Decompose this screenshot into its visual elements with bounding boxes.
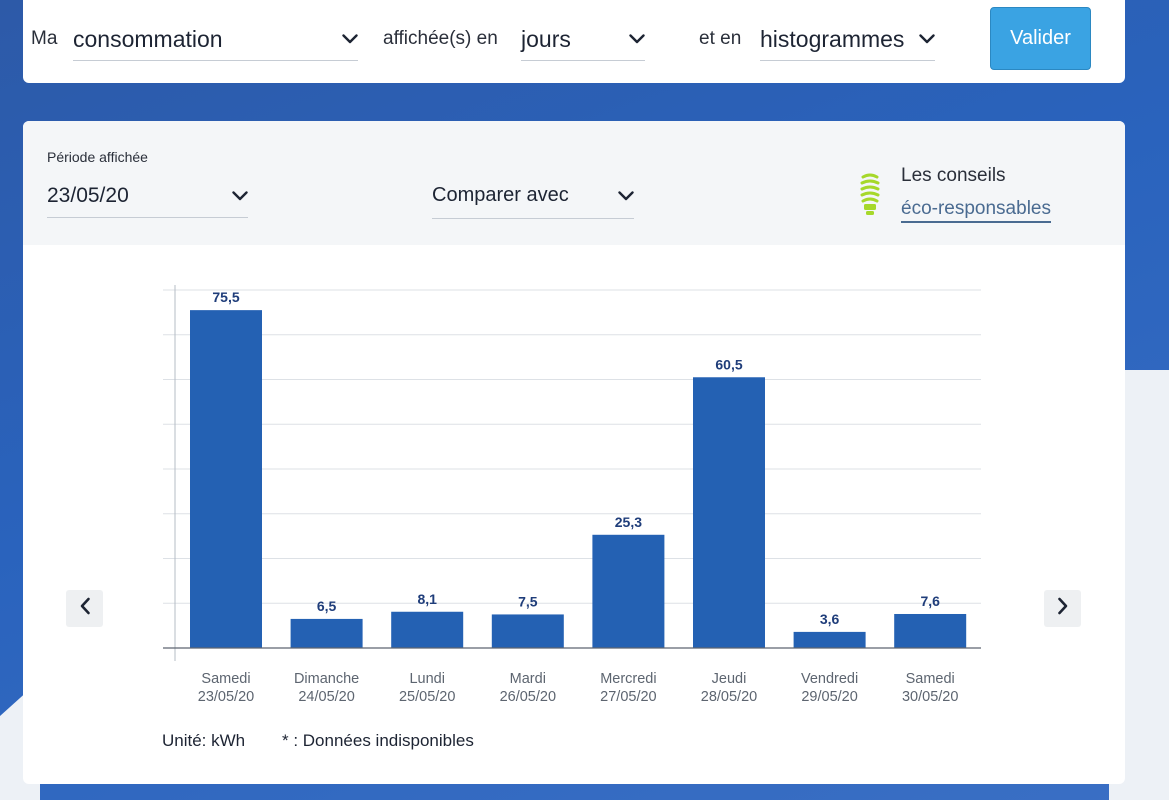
unavailable-data-note: * : Données indisponibles bbox=[282, 731, 474, 750]
chart-type-select-value: histogrammes bbox=[760, 25, 905, 52]
bar bbox=[793, 631, 866, 648]
chevron-down-icon bbox=[232, 191, 248, 201]
chevron-down-icon bbox=[618, 190, 634, 201]
bar bbox=[592, 534, 665, 648]
tips-title: Les conseils bbox=[901, 165, 1006, 186]
bar bbox=[894, 613, 967, 648]
granularity-select[interactable]: jours bbox=[521, 18, 645, 61]
chevron-left-icon bbox=[79, 597, 91, 620]
period-label: Période affichée bbox=[47, 149, 148, 165]
eco-tips-link[interactable]: éco-responsables bbox=[901, 198, 1051, 223]
unit-label: Unité: kWh bbox=[162, 731, 246, 750]
x-tick-date-label: 27/05/20 bbox=[600, 689, 656, 705]
x-tick-date-label: 25/05/20 bbox=[399, 689, 455, 705]
chevron-down-icon bbox=[919, 34, 935, 44]
x-tick-day-label: Samedi bbox=[906, 671, 955, 687]
bar-value-label: 75,5 bbox=[212, 289, 239, 305]
bar-value-label: 60,5 bbox=[715, 356, 742, 372]
x-tick-day-label: Dimanche bbox=[294, 671, 359, 687]
filter-middle-label: affichée(s) en bbox=[383, 28, 498, 49]
measure-select[interactable]: consommation bbox=[73, 18, 358, 61]
x-tick-date-label: 24/05/20 bbox=[298, 689, 354, 705]
bar-value-label: 7,6 bbox=[920, 593, 940, 609]
previous-period-button[interactable] bbox=[66, 590, 103, 627]
consumption-panel: Période affichée 23/05/20 Comparer avec bbox=[23, 121, 1125, 784]
period-select[interactable]: 23/05/20 bbox=[47, 175, 248, 218]
bar bbox=[693, 377, 765, 648]
bar bbox=[190, 310, 262, 648]
bar bbox=[290, 618, 363, 648]
x-tick-date-label: 29/05/20 bbox=[801, 689, 857, 705]
granularity-select-value: jours bbox=[521, 25, 571, 52]
bar bbox=[491, 614, 564, 648]
bar bbox=[391, 611, 464, 648]
measure-select-value: consommation bbox=[73, 25, 223, 52]
x-tick-day-label: Lundi bbox=[409, 671, 444, 687]
filter-suffix-label: et en bbox=[699, 28, 742, 49]
filter-bar: Ma consommation affichée(s) en jours et … bbox=[23, 0, 1125, 83]
bar-value-label: 8,1 bbox=[417, 591, 437, 607]
period-select-value: 23/05/20 bbox=[47, 184, 129, 207]
x-tick-day-label: Vendredi bbox=[801, 671, 858, 687]
bar-value-label: 7,5 bbox=[518, 593, 538, 609]
x-tick-day-label: Mercredi bbox=[600, 671, 656, 687]
bar-value-label: 25,3 bbox=[615, 514, 642, 530]
submit-button[interactable]: Valider bbox=[990, 7, 1091, 70]
next-period-button[interactable] bbox=[1044, 590, 1081, 627]
x-tick-day-label: Samedi bbox=[201, 671, 250, 687]
x-tick-day-label: Jeudi bbox=[712, 671, 747, 687]
x-tick-day-label: Mardi bbox=[510, 671, 546, 687]
bar-value-label: 6,5 bbox=[317, 598, 337, 614]
consumption-bar-chart: 75,5 Samedi 23/05/20 6,5 Dimanche 24/05/20 8,1… bbox=[163, 285, 981, 705]
chevron-right-icon bbox=[1057, 597, 1069, 620]
x-tick-date-label: 26/05/20 bbox=[500, 689, 556, 705]
x-tick-date-label: 30/05/20 bbox=[902, 689, 958, 705]
bar-value-label: 3,6 bbox=[820, 611, 840, 627]
chart-type-select[interactable]: histogrammes bbox=[760, 18, 935, 61]
compare-select-label: Comparer avec bbox=[432, 184, 569, 206]
filter-prefix-label: Ma bbox=[31, 28, 58, 49]
chevron-down-icon bbox=[629, 34, 645, 44]
compare-select[interactable]: Comparer avec bbox=[432, 173, 634, 219]
x-tick-date-label: 23/05/20 bbox=[198, 689, 254, 705]
chevron-down-icon bbox=[342, 34, 358, 44]
lightbulb-icon bbox=[856, 171, 884, 219]
panel-header: Période affichée 23/05/20 Comparer avec bbox=[23, 121, 1125, 245]
x-tick-date-label: 28/05/20 bbox=[701, 689, 757, 705]
